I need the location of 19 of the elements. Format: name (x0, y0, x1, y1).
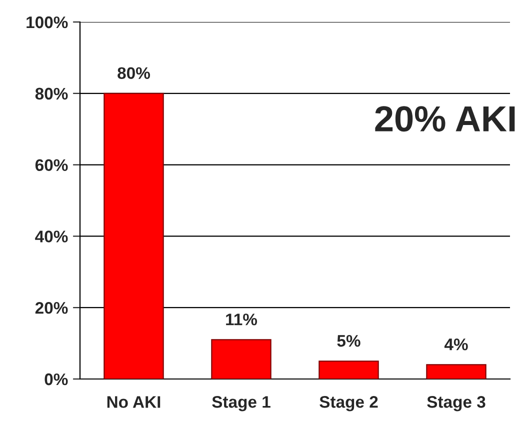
y-tick-label: 20% (35, 302, 68, 314)
x-tick-label: Stage 2 (320, 396, 378, 412)
y-tick-label: 60% (35, 159, 68, 172)
bar (211, 339, 272, 379)
bar (104, 92, 164, 379)
y-tick-label: 80% (35, 88, 68, 100)
data-label: 5% (337, 334, 360, 347)
x-tick-label: Stage 1 (212, 396, 270, 412)
data-label: 80% (118, 67, 150, 79)
data-label: 11% (226, 314, 258, 326)
x-tick-label: Stage 3 (427, 396, 486, 412)
data-label: 4% (444, 338, 468, 350)
bar (318, 360, 379, 379)
y-tick-label: 0% (44, 373, 68, 386)
bar (426, 364, 486, 379)
y-tick-label: 100% (26, 16, 68, 28)
annotation: 20% AKI (375, 106, 515, 132)
y-tick-label: 40% (35, 230, 68, 242)
x-tick-label: No AKI (107, 396, 160, 408)
